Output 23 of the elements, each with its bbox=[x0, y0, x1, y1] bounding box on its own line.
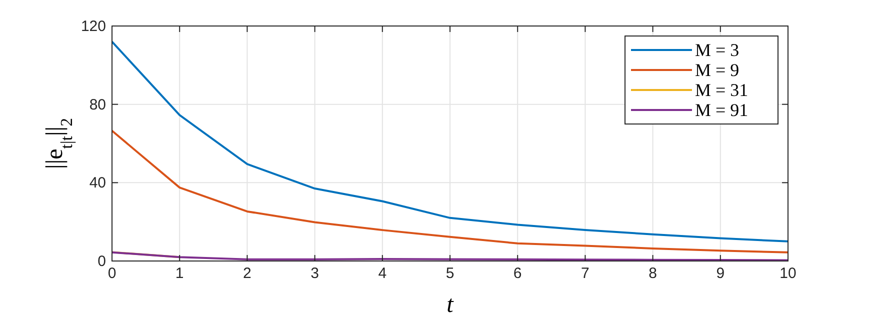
x-tick-label: 4 bbox=[378, 265, 387, 282]
legend-label: M = 31 bbox=[695, 80, 748, 100]
x-tick-label: 2 bbox=[243, 265, 252, 282]
y-tick-label: 80 bbox=[89, 96, 106, 114]
x-tick-label: 6 bbox=[513, 265, 522, 282]
x-axis-title: t bbox=[446, 292, 455, 318]
legend-label: M = 9 bbox=[695, 60, 740, 80]
y-tick-label: 0 bbox=[98, 253, 106, 270]
x-tick-label: 1 bbox=[175, 265, 184, 282]
line-series bbox=[111, 130, 789, 254]
legend-label: M = 91 bbox=[695, 100, 748, 120]
line-series bbox=[111, 40, 789, 242]
y-tick-label: 120 bbox=[80, 18, 106, 35]
x-tick-label: 3 bbox=[310, 265, 319, 282]
x-tick-label: 9 bbox=[716, 265, 725, 282]
x-tick-label: 7 bbox=[581, 265, 590, 282]
legend-label: M = 3 bbox=[695, 40, 740, 60]
x-tick-label: 8 bbox=[648, 265, 657, 282]
x-tick-label: 10 bbox=[780, 265, 796, 282]
x-tick-label: 5 bbox=[446, 265, 454, 282]
y-tick-label: 40 bbox=[89, 174, 106, 192]
x-tick-label: 0 bbox=[108, 265, 116, 282]
line-series bbox=[111, 251, 789, 262]
